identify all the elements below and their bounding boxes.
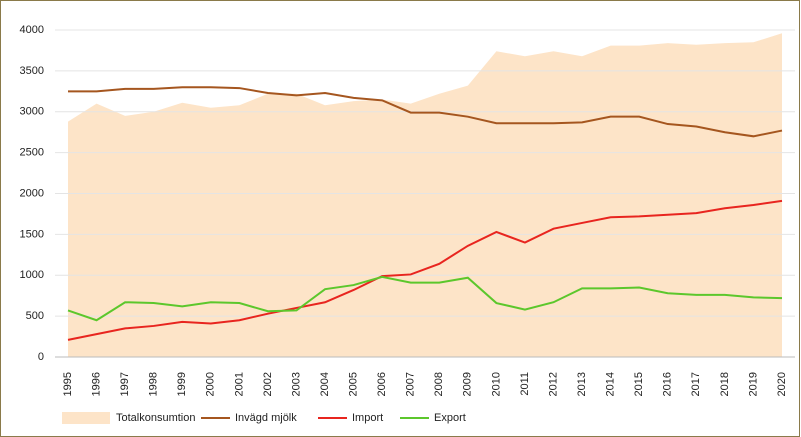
- x-tick-label: 2010: [490, 372, 502, 396]
- x-tick-label: 2017: [690, 372, 702, 396]
- x-tick-label: 1999: [176, 372, 188, 396]
- x-tick-label: 2015: [633, 372, 645, 396]
- x-tick-label: 2000: [205, 372, 217, 396]
- y-tick-label: 1000: [20, 269, 44, 281]
- y-tick-label: 4000: [20, 24, 44, 36]
- x-tick-label: 2006: [376, 372, 388, 396]
- legend-label: Totalkonsumtion: [116, 412, 196, 424]
- legend-label: Invägd mjölk: [235, 412, 297, 424]
- x-tick-label: 2004: [319, 372, 331, 396]
- x-tick-label: 2019: [747, 372, 759, 396]
- x-tick-label: 2005: [348, 372, 360, 396]
- x-tick-label: 2008: [433, 372, 445, 396]
- x-tick-label: 2001: [233, 372, 245, 396]
- line: [68, 86, 783, 138]
- x-tick-label: 2009: [462, 372, 474, 396]
- x-tick-label: 2012: [547, 372, 559, 396]
- x-tick-label: 1996: [90, 372, 102, 396]
- legend-label: Export: [434, 412, 466, 424]
- x-tick-label: 2003: [290, 372, 302, 396]
- legend-label: Import: [352, 412, 383, 424]
- y-tick-label: 1500: [20, 228, 44, 240]
- line: [67, 199, 783, 341]
- line: [67, 275, 783, 322]
- x-tick-label: 2018: [719, 372, 731, 396]
- x-tick-label: 2016: [662, 372, 674, 396]
- y-tick-label: 0: [38, 351, 44, 363]
- y-tick-label: 3500: [20, 65, 44, 77]
- y-tick-label: 3000: [20, 106, 44, 118]
- y-tick-label: 2000: [20, 187, 44, 199]
- y-tick-label: 500: [26, 310, 44, 322]
- x-tick-label: 2007: [405, 372, 417, 396]
- x-tick-label: 2002: [262, 372, 274, 396]
- x-tick-label: 1998: [148, 372, 160, 396]
- x-tick-label: 2014: [605, 372, 617, 396]
- legend-swatch: [62, 412, 110, 424]
- area: [68, 33, 782, 358]
- x-tick-label: 1997: [119, 372, 131, 396]
- y-tick-label: 2500: [20, 147, 44, 159]
- x-tick-label: 2011: [519, 372, 531, 396]
- x-tick-label: 2020: [776, 372, 788, 396]
- x-tick-label: 2013: [576, 372, 588, 396]
- x-tick-label: 1995: [62, 372, 74, 396]
